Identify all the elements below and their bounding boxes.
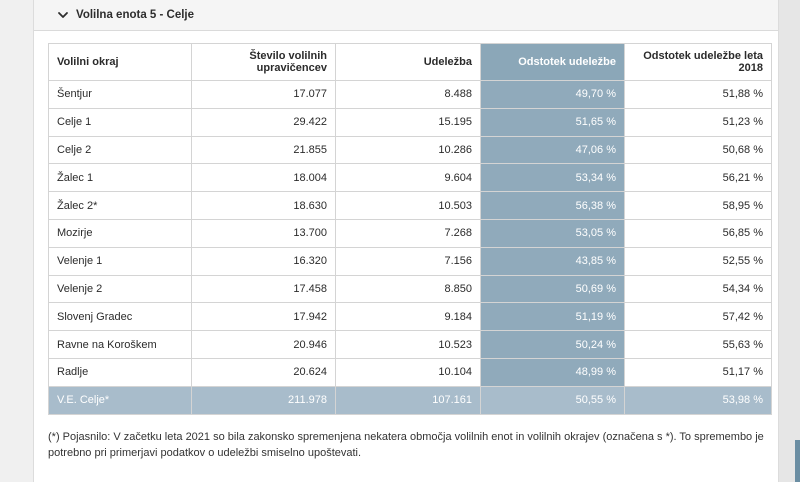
chevron-down-icon: [56, 8, 70, 22]
cell-upravicenci: 16.320: [191, 246, 336, 276]
cell-okraj: Ravne na Koroškem: [48, 330, 192, 359]
cell-udelezba: 10.104: [335, 357, 481, 387]
page-margin-right: [779, 0, 800, 482]
cell-odstotek-2018: 57,42 %: [624, 302, 772, 332]
cell-udelezba: 7.268: [335, 218, 481, 248]
col-header-odstotek[interactable]: Odstotek udeležbe: [480, 43, 625, 81]
cell-odstotek-2018: 56,21 %: [624, 163, 772, 193]
cell-udelezba: 10.286: [335, 135, 481, 165]
cell-udelezba: 8.488: [335, 80, 481, 109]
table-row: Šentjur 17.077 8.488 49,70 % 51,88 %: [48, 80, 772, 109]
table-row: Slovenj Gradec 17.942 9.184 51,19 % 57,42 %: [48, 302, 772, 332]
col-header-upravicenci[interactable]: Število volilnih upravičencev: [191, 43, 336, 81]
cell-udelezba: 9.604: [335, 163, 481, 193]
cell-okraj: Šentjur: [48, 80, 192, 109]
cell-upravicenci: 17.942: [191, 302, 336, 332]
cell-udelezba: 8.850: [335, 274, 481, 304]
cell-odstotek: 47,06 %: [480, 135, 625, 165]
cell-udelezba: 10.503: [335, 191, 481, 220]
cell-upravicenci: 13.700: [191, 218, 336, 248]
cell-upravicenci: 29.422: [191, 107, 336, 137]
table-row: Mozirje 13.700 7.268 53,05 % 56,85 %: [48, 218, 772, 248]
col-header-okraj[interactable]: Volilni okraj: [48, 43, 192, 81]
table-row: Velenje 1 16.320 7.156 43,85 % 52,55 %: [48, 246, 772, 276]
table-row: Ravne na Koroškem 20.946 10.523 50,24 % 55,6…: [48, 330, 772, 359]
cell-odstotek-2018: 50,68 %: [624, 135, 772, 165]
table-row: Velenje 2 17.458 8.850 50,69 % 54,34 %: [48, 274, 772, 304]
cell-okraj: Žalec 2*: [48, 191, 192, 220]
cell-odstotek: 53,34 %: [480, 163, 625, 193]
cell-odstotek: 56,38 %: [480, 191, 625, 220]
total-odstotek-2018: 53,98 %: [624, 385, 772, 415]
cell-okraj: Radlje: [48, 357, 192, 387]
cell-upravicenci: 20.946: [191, 330, 336, 359]
total-udelezba: 107.161: [335, 385, 481, 415]
cell-odstotek: 51,65 %: [480, 107, 625, 137]
col-header-udelezba[interactable]: Udeležba: [335, 43, 481, 81]
cell-okraj: Žalec 1: [48, 163, 192, 193]
turnout-table: Volilni okraj Število volilnih upravičen…: [48, 43, 772, 415]
table-row: Žalec 1 18.004 9.604 53,34 % 56,21 %: [48, 163, 772, 193]
cell-odstotek: 51,19 %: [480, 302, 625, 332]
cell-okraj: Velenje 1: [48, 246, 192, 276]
cell-odstotek-2018: 58,95 %: [624, 191, 772, 220]
cell-upravicenci: 18.004: [191, 163, 336, 193]
table-row: Radlje 20.624 10.104 48,99 % 51,17 %: [48, 357, 772, 387]
cell-okraj: Mozirje: [48, 218, 192, 248]
table-row: Celje 1 29.422 15.195 51,65 % 51,23 %: [48, 107, 772, 137]
footnote: (*) Pojasnilo: V začetku leta 2021 so bi…: [48, 431, 764, 459]
cell-odstotek-2018: 55,63 %: [624, 330, 772, 359]
cell-udelezba: 9.184: [335, 302, 481, 332]
cell-odstotek: 50,69 %: [480, 274, 625, 304]
cell-upravicenci: 18.630: [191, 191, 336, 220]
cell-odstotek-2018: 54,34 %: [624, 274, 772, 304]
cell-upravicenci: 17.077: [191, 80, 336, 109]
results-panel: Volilna enota 5 - Celje Volilni okraj Št…: [33, 0, 779, 482]
page-margin-left: [0, 0, 33, 482]
cell-odstotek: 53,05 %: [480, 218, 625, 248]
table-header-row: Volilni okraj Število volilnih upravičen…: [48, 43, 772, 81]
cell-okraj: Celje 1: [48, 107, 192, 137]
cell-odstotek: 48,99 %: [480, 357, 625, 387]
cell-odstotek-2018: 51,23 %: [624, 107, 772, 137]
cell-upravicenci: 20.624: [191, 357, 336, 387]
cell-odstotek-2018: 52,55 %: [624, 246, 772, 276]
total-upravicenci: 211.978: [191, 385, 336, 415]
cell-odstotek-2018: 56,85 %: [624, 218, 772, 248]
cell-odstotek-2018: 51,88 %: [624, 80, 772, 109]
cell-odstotek: 43,85 %: [480, 246, 625, 276]
cell-okraj: Velenje 2: [48, 274, 192, 304]
accordion-title: Volilna enota 5 - Celje: [76, 9, 195, 21]
cell-udelezba: 15.195: [335, 107, 481, 137]
cell-udelezba: 10.523: [335, 330, 481, 359]
col-header-odstotek-2018[interactable]: Odstotek udeležbe leta 2018: [624, 43, 772, 81]
cell-upravicenci: 21.855: [191, 135, 336, 165]
total-okraj: V.E. Celje*: [48, 385, 192, 415]
cell-okraj: Slovenj Gradec: [48, 302, 192, 332]
table-total-row: V.E. Celje* 211.978 107.161 50,55 % 53,9…: [48, 385, 772, 415]
cell-odstotek: 50,24 %: [480, 330, 625, 359]
cell-okraj: Celje 2: [48, 135, 192, 165]
scroll-edge-indicator: [795, 440, 800, 482]
table-row: Celje 2 21.855 10.286 47,06 % 50,68 %: [48, 135, 772, 165]
cell-upravicenci: 17.458: [191, 274, 336, 304]
cell-udelezba: 7.156: [335, 246, 481, 276]
table-row: Žalec 2* 18.630 10.503 56,38 % 58,95 %: [48, 191, 772, 220]
total-odstotek: 50,55 %: [480, 385, 625, 415]
accordion-header-ve5[interactable]: Volilna enota 5 - Celje: [34, 0, 778, 31]
cell-odstotek: 49,70 %: [480, 80, 625, 109]
cell-odstotek-2018: 51,17 %: [624, 357, 772, 387]
